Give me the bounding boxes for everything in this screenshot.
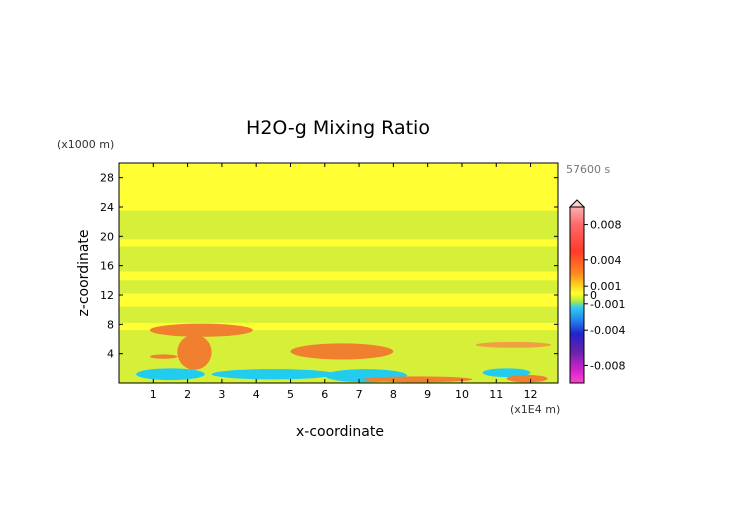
- y-tick-label: 12: [100, 289, 114, 302]
- contour-region-blue-surface-1: [136, 368, 205, 381]
- y-unit-label: (x1000 m): [57, 138, 114, 151]
- colorbar-gradient: [569, 206, 585, 384]
- x-axis-ticks: 1 2 3 4 5 6 7 8 9 10 11 12: [150, 163, 538, 401]
- y-tick-label: 8: [107, 318, 114, 331]
- x-tick-label: 3: [218, 388, 225, 401]
- colorbar-label: 0: [590, 289, 597, 302]
- contour-region-orange-surface-3: [149, 354, 178, 359]
- y-axis-label: z-coordinate: [76, 229, 92, 316]
- colorbar-label: 0.001: [590, 280, 622, 293]
- x-tick-label: 8: [390, 388, 397, 401]
- contour-region-blue-surface-4: [482, 368, 531, 378]
- y-tick-label: 16: [100, 260, 114, 273]
- colorbar-label: 0.004: [590, 254, 622, 267]
- y-axis-ticks: 4 8 12 16 20 24 28: [100, 172, 558, 361]
- x-tick-label: 11: [489, 388, 503, 401]
- contour-region-orange-right-streak: [475, 341, 552, 348]
- x-tick-label: 10: [455, 388, 469, 401]
- colorbar-label: -0.001: [590, 298, 625, 311]
- x-axis-label: x-coordinate: [296, 424, 384, 440]
- x-tick-label: 9: [424, 388, 431, 401]
- x-tick-label: 6: [321, 388, 328, 401]
- colorbar-label: 0.008: [590, 219, 622, 232]
- contour-region-orange-surface-1: [362, 376, 473, 383]
- contour-band-mid-yellow-3: [119, 293, 558, 307]
- contour-region-plume-1-stem: [177, 334, 212, 370]
- colorbar-label: -0.008: [590, 359, 625, 372]
- y-tick-label: 4: [107, 348, 114, 361]
- y-tick-label: 24: [100, 201, 114, 214]
- contour-region-blue-surface-2: [211, 369, 336, 380]
- x-tick-label: 5: [287, 388, 294, 401]
- y-tick-label: 28: [100, 172, 114, 185]
- y-tick-label: 20: [100, 230, 114, 243]
- contour-band-mid-yellow-1: [119, 239, 558, 247]
- contour-band-upper-yellow: [119, 163, 558, 211]
- x-unit-label: (x1E4 m): [510, 403, 560, 416]
- x-tick-label: 1: [150, 388, 157, 401]
- colorbar-arrow: [568, 199, 586, 208]
- plot-frame: [118, 162, 559, 384]
- colorbar-label: -0.004: [590, 324, 625, 337]
- contour-band-low-yellow: [119, 322, 558, 331]
- contour-band-mid-yellow-2: [119, 271, 558, 281]
- contour-region-plume-1: [149, 323, 253, 337]
- contour-region-orange-surface-2: [506, 374, 548, 383]
- time-label: 57600 s: [566, 163, 610, 176]
- x-tick-label: 4: [253, 388, 260, 401]
- chart-title: H2O-g Mixing Ratio: [246, 117, 430, 139]
- x-tick-label: 12: [524, 388, 538, 401]
- x-tick-label: 7: [356, 388, 363, 401]
- contour-region-plume-2: [290, 343, 394, 360]
- contour-field: [119, 163, 558, 383]
- x-tick-label: 2: [184, 388, 191, 401]
